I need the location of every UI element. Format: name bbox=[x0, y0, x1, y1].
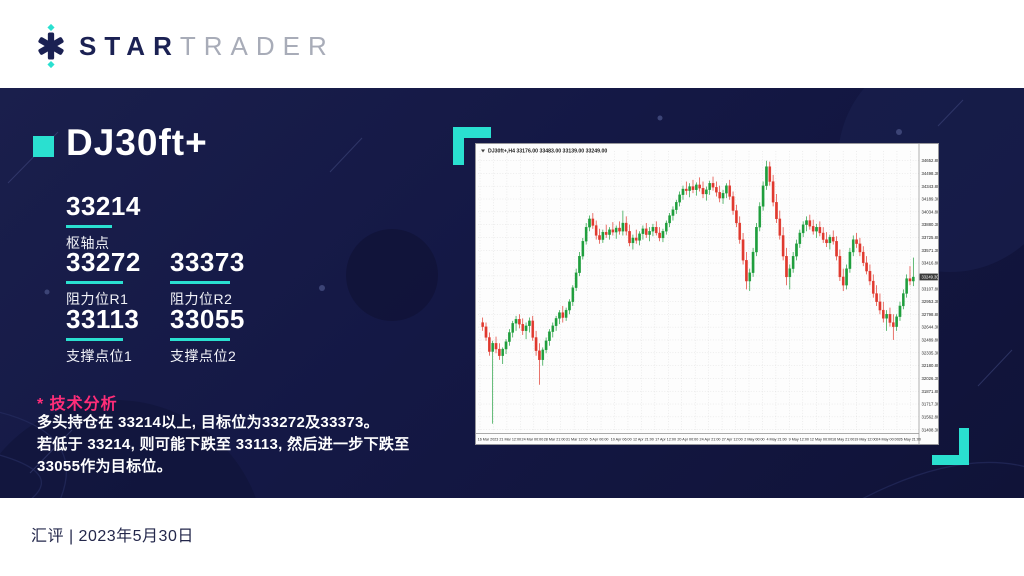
svg-text:24 May 00:00: 24 May 00:00 bbox=[876, 438, 898, 442]
level-underline bbox=[170, 338, 230, 341]
level-underline bbox=[66, 338, 123, 341]
level-value: 33055 bbox=[170, 304, 245, 334]
svg-text:33880.30: 33880.30 bbox=[922, 222, 939, 227]
svg-text:32180.80: 32180.80 bbox=[922, 363, 939, 368]
level-value: 33214 bbox=[66, 191, 141, 221]
level-resistance-1: 33272 阻力位R1 bbox=[66, 249, 141, 309]
svg-text:34498.30: 34498.30 bbox=[922, 171, 939, 176]
svg-text:31408.30: 31408.30 bbox=[922, 427, 939, 432]
corner-bracket-top-left-icon bbox=[453, 127, 491, 165]
svg-text:33107.80: 33107.80 bbox=[922, 286, 939, 291]
price-chart-svg: 34652.80 34498.30 34343.80 34189.30 34034.80… bbox=[476, 144, 938, 444]
brand-logo: STARTRADER bbox=[33, 24, 335, 68]
svg-text:33725.80: 33725.80 bbox=[922, 235, 939, 240]
svg-text:32953.30: 32953.30 bbox=[922, 299, 939, 304]
star-logo-icon bbox=[38, 24, 64, 68]
level-support-1: 33113 支撑点位1 bbox=[66, 306, 139, 366]
header: STARTRADER bbox=[0, 0, 1024, 88]
svg-text:34189.30: 34189.30 bbox=[922, 197, 939, 202]
level-resistance-2: 33373 阻力位R2 bbox=[170, 249, 245, 309]
level-underline bbox=[66, 225, 112, 228]
svg-text:17 Apr 12:00: 17 Apr 12:00 bbox=[655, 438, 676, 442]
svg-text:31 Mar 12:00: 31 Mar 12:00 bbox=[566, 438, 588, 442]
svg-text:12 Apr 21:00: 12 Apr 21:00 bbox=[633, 438, 654, 442]
svg-text:26 May 21:00: 26 May 21:00 bbox=[899, 438, 921, 442]
svg-text:12 May 00:00: 12 May 00:00 bbox=[810, 438, 832, 442]
brand-text: STARTRADER bbox=[79, 33, 335, 59]
level-label: 枢轴点 bbox=[66, 235, 110, 251]
svg-text:9 May 12:00: 9 May 12:00 bbox=[789, 438, 809, 442]
svg-text:16 Mar 2023: 16 Mar 2023 bbox=[478, 438, 499, 442]
analysis-text: 多头持仓在 33214以上, 目标位为33272及33373。 若低于 3321… bbox=[37, 412, 410, 478]
svg-text:28 Mar 21:00: 28 Mar 21:00 bbox=[544, 438, 566, 442]
level-value: 33272 bbox=[66, 247, 141, 277]
level-label: 阻力位R1 bbox=[66, 291, 129, 307]
svg-text:10 Apr 06:00: 10 Apr 06:00 bbox=[611, 438, 632, 442]
level-value: 33113 bbox=[66, 304, 140, 334]
level-label: 阻力位R2 bbox=[170, 291, 233, 307]
analysis-line: 多头持仓在 33214以上, 目标位为33272及33373。 bbox=[37, 414, 379, 431]
svg-text:33249.30: 33249.30 bbox=[922, 275, 939, 280]
svg-text:19 May 12:00: 19 May 12:00 bbox=[854, 438, 876, 442]
brand-text-star: STAR bbox=[79, 31, 180, 61]
svg-text:34034.80: 34034.80 bbox=[922, 209, 939, 214]
level-underline bbox=[66, 281, 123, 284]
analysis-title: * 技术分析 bbox=[37, 396, 118, 413]
svg-text:31562.80: 31562.80 bbox=[922, 414, 939, 419]
svg-text:34343.80: 34343.80 bbox=[922, 184, 939, 189]
svg-text:33416.80: 33416.80 bbox=[922, 261, 939, 266]
svg-text:DJ30ft+,H4 33176.00 33483.00: DJ30ft+,H4 33176.00 33483.00 33139.00 33… bbox=[488, 149, 607, 155]
page-title: DJ30ft+ bbox=[66, 122, 208, 163]
svg-text:32335.30: 32335.30 bbox=[922, 350, 939, 355]
corner-bracket-bottom-right-icon bbox=[932, 428, 969, 465]
svg-text:32026.30: 32026.30 bbox=[922, 376, 939, 381]
svg-text:34652.80: 34652.80 bbox=[922, 158, 939, 163]
svg-text:31717.30: 31717.30 bbox=[922, 402, 939, 407]
level-label: 支撑点位1 bbox=[66, 348, 133, 364]
level-support-2: 33055 支撑点位2 bbox=[170, 306, 245, 366]
level-label: 支撑点位2 bbox=[170, 348, 237, 364]
level-pivot: 33214 枢轴点 bbox=[66, 193, 141, 253]
title-marker-square bbox=[33, 136, 54, 157]
analysis-line: 33055作为目标位。 bbox=[37, 458, 173, 475]
svg-text:24 Apr 21:00: 24 Apr 21:00 bbox=[700, 438, 721, 442]
svg-text:32644.30: 32644.30 bbox=[922, 325, 939, 330]
title-row: DJ30ft+ bbox=[33, 124, 208, 161]
svg-text:32489.80: 32489.80 bbox=[922, 338, 939, 343]
svg-text:2 May 00:00: 2 May 00:00 bbox=[744, 438, 764, 442]
level-underline bbox=[170, 281, 230, 284]
svg-text:32798.80: 32798.80 bbox=[922, 312, 939, 317]
analysis-line: 若低于 33214, 则可能下跌至 33113, 然后进一步下跌至 bbox=[37, 436, 410, 453]
svg-text:33571.30: 33571.30 bbox=[922, 248, 939, 253]
svg-text:24 Mar 00:00: 24 Mar 00:00 bbox=[522, 438, 544, 442]
brand-text-trader: TRADER bbox=[179, 31, 335, 61]
svg-text:31871.80: 31871.80 bbox=[922, 389, 939, 394]
main-section: DJ30ft+ 33214 枢轴点 33272 阻力位R1 33373 阻力位R… bbox=[0, 88, 1024, 498]
svg-text:5 Apr 00:00: 5 Apr 00:00 bbox=[590, 438, 609, 442]
level-value: 33373 bbox=[170, 247, 245, 277]
svg-text:4 May 21:00: 4 May 21:00 bbox=[766, 438, 786, 442]
svg-text:20 Apr 00:00: 20 Apr 00:00 bbox=[677, 438, 698, 442]
footer-text: 汇评 | 2023年5月30日 bbox=[31, 528, 194, 545]
footer: 汇评 | 2023年5月30日 bbox=[0, 498, 1024, 576]
svg-text:27 Apr 12:00: 27 Apr 12:00 bbox=[722, 438, 743, 442]
svg-text:16 May 21:00: 16 May 21:00 bbox=[832, 438, 854, 442]
svg-text:21 Mar 12:00: 21 Mar 12:00 bbox=[499, 438, 521, 442]
chart-panel: 34652.80 34498.30 34343.80 34189.30 34034.80… bbox=[475, 143, 939, 445]
